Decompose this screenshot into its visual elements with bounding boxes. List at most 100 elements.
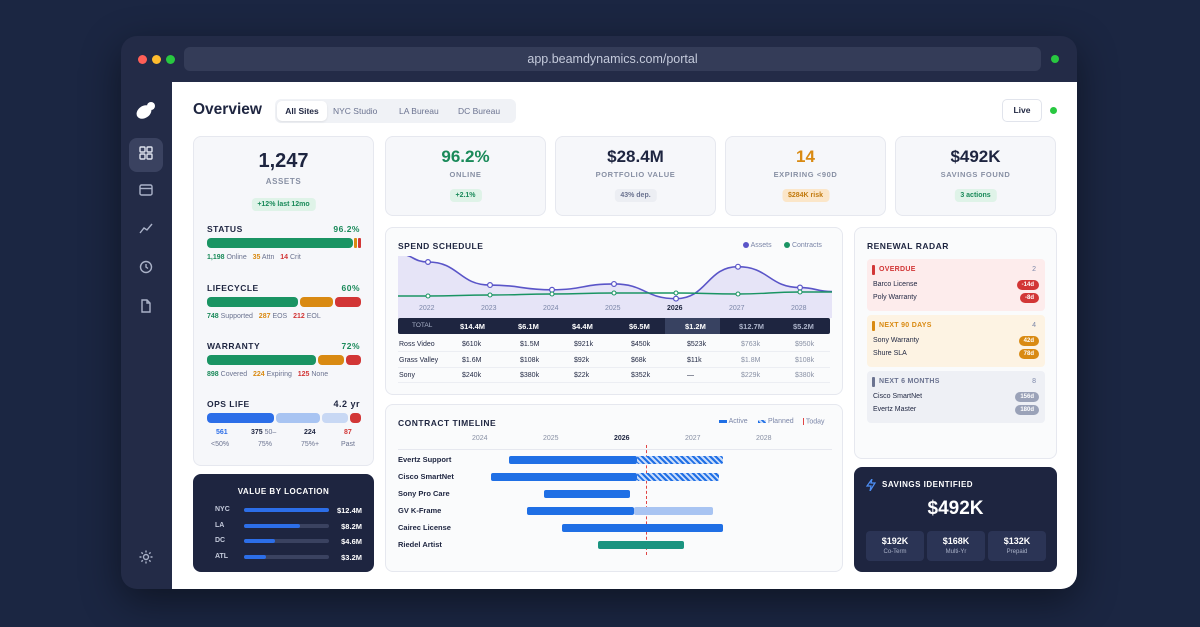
timeline-row-label[interactable]: Evertz Support	[398, 455, 452, 464]
minimize-dot[interactable]	[152, 55, 161, 64]
radar-item-badge: -8d	[1020, 293, 1039, 303]
today-line	[646, 445, 647, 555]
radar-item-name[interactable]: Poly Warranty	[873, 294, 917, 301]
status-online-bar	[207, 238, 353, 248]
spend-cell: —	[687, 372, 694, 379]
assets-point[interactable]	[486, 282, 493, 289]
spend-year-label: 2022	[419, 305, 435, 312]
savings-title: SAVINGS IDENTIFIED	[882, 480, 974, 489]
radar-item-name[interactable]: Shure SLA	[873, 350, 907, 357]
radar-group-count: 2	[1032, 266, 1036, 273]
logo-icon	[135, 99, 157, 121]
radar-item-name[interactable]: Barco License	[873, 281, 918, 288]
warranty-pct: 72%	[341, 341, 360, 351]
renewal-radar-card: RENEWAL RADAR OVERDUE 2 Barco License -14d P…	[854, 227, 1057, 459]
gvkframe-planned-bar[interactable]	[634, 507, 713, 515]
spend-cell: $1.8M	[741, 356, 761, 364]
contracts-point[interactable]	[425, 293, 431, 299]
radar-group: NEXT 90 DAYS 4 Sony Warranty 42d Shure SLA 78…	[867, 315, 1045, 367]
evertz-planned-bar[interactable]	[637, 456, 723, 464]
crit-label: Crit	[289, 254, 301, 261]
sidebar-item-billing[interactable]	[129, 175, 163, 209]
radar-title: RENEWAL RADAR	[867, 241, 949, 251]
contracts-point[interactable]	[735, 291, 741, 297]
tab-all-sites[interactable]: All Sites	[277, 101, 327, 121]
location-bar-fill	[244, 508, 329, 512]
riedel-active-bar[interactable]	[598, 541, 684, 549]
expiring-label: Expiring	[266, 371, 292, 378]
sidebar-item-documents[interactable]	[129, 291, 163, 325]
spend-cell: $380k	[520, 372, 540, 379]
spend-year-label: 2023	[481, 305, 497, 312]
cisco-planned-bar[interactable]	[637, 473, 719, 481]
contracts-point[interactable]	[611, 290, 617, 296]
spend-row-name: Sony	[399, 372, 415, 379]
timeline-row-label[interactable]: GV K-Frame	[398, 506, 442, 515]
contracts-point[interactable]	[487, 292, 493, 298]
close-dot[interactable]	[138, 55, 147, 64]
timeline-row-label[interactable]: Cairec License	[398, 523, 451, 532]
assets-point[interactable]	[425, 258, 432, 266]
live-button[interactable]: Live	[1002, 99, 1042, 122]
warranty-title: WARRANTY	[207, 341, 261, 351]
lifecycle-eol-bar	[335, 297, 361, 307]
timeline-row-label[interactable]: Riedel Artist	[398, 540, 442, 549]
timeline-legend-planned: Planned	[758, 418, 794, 425]
spend-total-value: $6.5M	[629, 322, 650, 331]
spend-table-row[interactable]: Grass Valley $1.6M $108k $92k $68k $11k $1.8M $…	[398, 353, 830, 368]
spend-table-row[interactable]: Ross Video $610k $1.5M $921k $450k $523k $763k…	[398, 337, 830, 352]
sidebar-item-history[interactable]	[129, 252, 163, 286]
savings-breakdown-item[interactable]: $132K Prepaid	[988, 531, 1046, 561]
contracts-point[interactable]	[549, 291, 555, 297]
savings-breakdown-item[interactable]: $168K Multi-Yr	[927, 531, 985, 561]
opslife-75plus-count: 224	[304, 429, 316, 436]
timeline-year-label: 2028	[756, 435, 772, 442]
gvkframe-active-bar[interactable]	[527, 507, 634, 515]
assets-point[interactable]	[735, 263, 742, 270]
sonypro-active-bar[interactable]	[544, 490, 630, 498]
main-content: Overview All Sites NYC Studio LA Bureau …	[172, 82, 1077, 589]
kpi-expiring-label: EXPIRING <90D	[773, 170, 838, 179]
covered-label: Covered	[220, 371, 248, 378]
timeline-row-label[interactable]: Sony Pro Care	[398, 489, 450, 498]
radar-item-name[interactable]: Cisco SmartNet	[873, 393, 923, 400]
savings-breakdown-item[interactable]: $192K Co-Term	[866, 531, 924, 561]
radar-group-accent	[872, 321, 875, 331]
spend-total-value: $1.2M	[685, 322, 706, 331]
location-bar-track	[244, 539, 329, 543]
contract-timeline-card: CONTRACT TIMELINE Active Planned Today 2…	[385, 404, 843, 572]
timeline-legend-today: Today	[803, 418, 825, 425]
spend-year-label: 2024	[543, 305, 559, 312]
radar-item-name[interactable]: Sony Warranty	[873, 337, 920, 344]
radar-group-title: NEXT 6 MONTHS	[879, 378, 940, 385]
location-value: $3.2M	[341, 552, 362, 562]
timeline-title: CONTRACT TIMELINE	[398, 418, 497, 428]
spend-cell: $229k	[741, 372, 761, 379]
maximize-dot[interactable]	[166, 55, 175, 64]
sidebar-item-settings[interactable]	[129, 542, 163, 576]
sidebar-item-dashboard[interactable]	[129, 138, 163, 172]
radar-item-name[interactable]: Evertz Master	[873, 406, 917, 413]
status-legend: 1,198 Online 35 Attn 14 Crit	[207, 254, 301, 261]
tab-nyc-studio[interactable]: NYC Studio	[333, 106, 378, 116]
spend-table-row[interactable]: Sony $240k $380k $22k $352k — $229k $380k	[398, 368, 830, 383]
sidebar-item-analytics[interactable]	[129, 213, 163, 247]
address-bar[interactable]: app.beamdynamics.com/portal	[184, 47, 1041, 71]
assets-point[interactable]	[673, 295, 680, 302]
contracts-point[interactable]	[673, 290, 679, 296]
tab-dc-bureau[interactable]: DC Bureau	[458, 106, 501, 116]
evertz-active-bar[interactable]	[509, 456, 637, 464]
assets-point[interactable]	[611, 280, 618, 287]
contracts-point[interactable]	[797, 289, 803, 295]
cisco-active-bar[interactable]	[491, 473, 637, 481]
opslife-past-bar	[350, 413, 361, 423]
savings-item-label: Co-Term	[883, 549, 907, 555]
cairec-active-bar[interactable]	[562, 524, 723, 532]
tab-la-bureau[interactable]: LA Bureau	[399, 106, 439, 116]
status-attn-bar	[354, 238, 357, 248]
assets-point[interactable]	[797, 284, 804, 291]
savings-item-value: $192K	[881, 536, 909, 546]
location-value: $8.2M	[341, 521, 362, 531]
timeline-year-label: 2025	[543, 435, 559, 442]
timeline-row-label[interactable]: Cisco SmartNet	[398, 472, 454, 481]
